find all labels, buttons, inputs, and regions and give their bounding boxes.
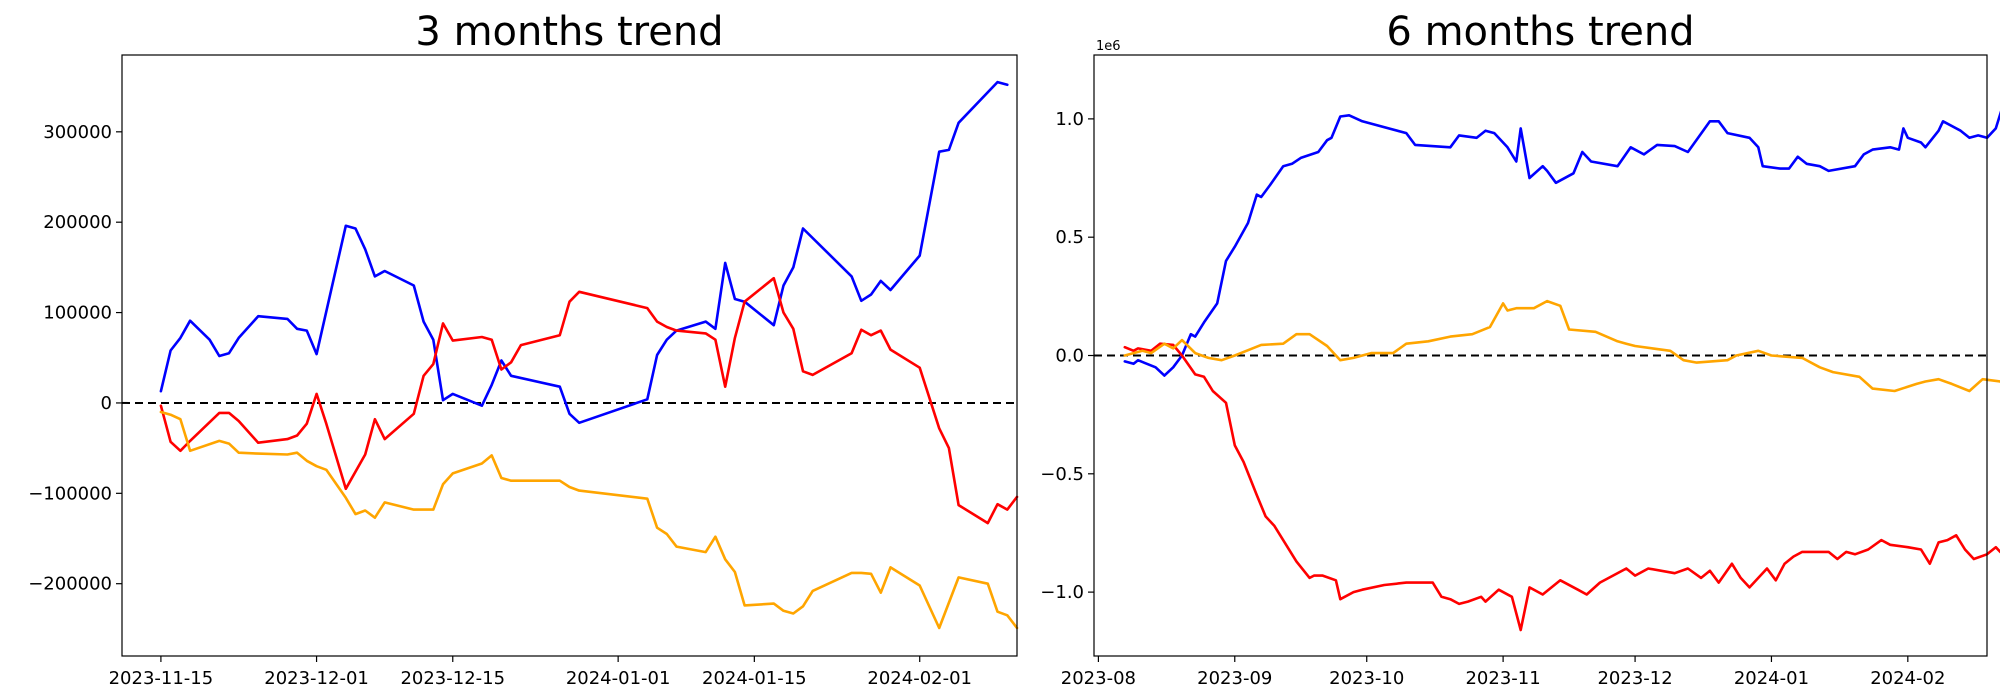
y-tick-label: 0 (101, 393, 112, 414)
y-tick-label: 1.0 (1055, 109, 1084, 130)
x-tick-label: 2024-02 (1870, 668, 1945, 689)
x-tick-label: 2024-01 (1734, 668, 1809, 689)
y-tick-label: −100000 (28, 483, 112, 504)
x-tick-label: 2023-08 (1061, 668, 1136, 689)
x-tick-label: 2024-01-15 (702, 668, 807, 689)
series-line-2 (159, 410, 1019, 630)
x-tick-label: 2023-11-15 (109, 668, 214, 689)
series-line-1 (1123, 342, 2000, 632)
series-line-0 (1123, 110, 2000, 377)
y-tick-label: 0.0 (1055, 346, 1084, 367)
x-tick-label: 2024-01-01 (566, 668, 671, 689)
x-tick-label: 2023-10 (1329, 668, 1404, 689)
y-tick-label: 200000 (43, 212, 112, 233)
chart-3-months-trend: 3 months trend 2023-11-15 2023-12-01 2023-… (28, 9, 1019, 689)
x-tick-label: 2023-12-01 (264, 668, 369, 689)
x-tick-label: 2023-12 (1597, 668, 1672, 689)
x-tick-label: 2023-11 (1465, 668, 1540, 689)
chart-6-months-trend: 6 months trend 1e6 2023-08 2023-09 2023-10… (1040, 9, 2000, 689)
series-line-1 (159, 276, 1019, 525)
series-line-0 (159, 80, 1009, 425)
y-tick-label: 0.5 (1055, 227, 1084, 248)
y-tick-label: −0.5 (1040, 464, 1084, 485)
y-offset-label: 1e6 (1096, 39, 1121, 54)
series-line-2 (1123, 299, 2000, 393)
y-tick-label: −1.0 (1040, 582, 1084, 603)
y-tick-label: 100000 (43, 303, 112, 324)
y-tick-label: 300000 (43, 122, 112, 143)
y-tick-label: −200000 (28, 574, 112, 595)
x-tick-label: 2024-02-01 (867, 668, 972, 689)
axes-frame (121, 54, 1018, 657)
chart-title: 3 months trend (415, 9, 723, 55)
x-tick-label: 2023-09 (1197, 668, 1272, 689)
x-tick-label: 2023-12-15 (400, 668, 505, 689)
chart-title: 6 months trend (1386, 9, 1694, 55)
